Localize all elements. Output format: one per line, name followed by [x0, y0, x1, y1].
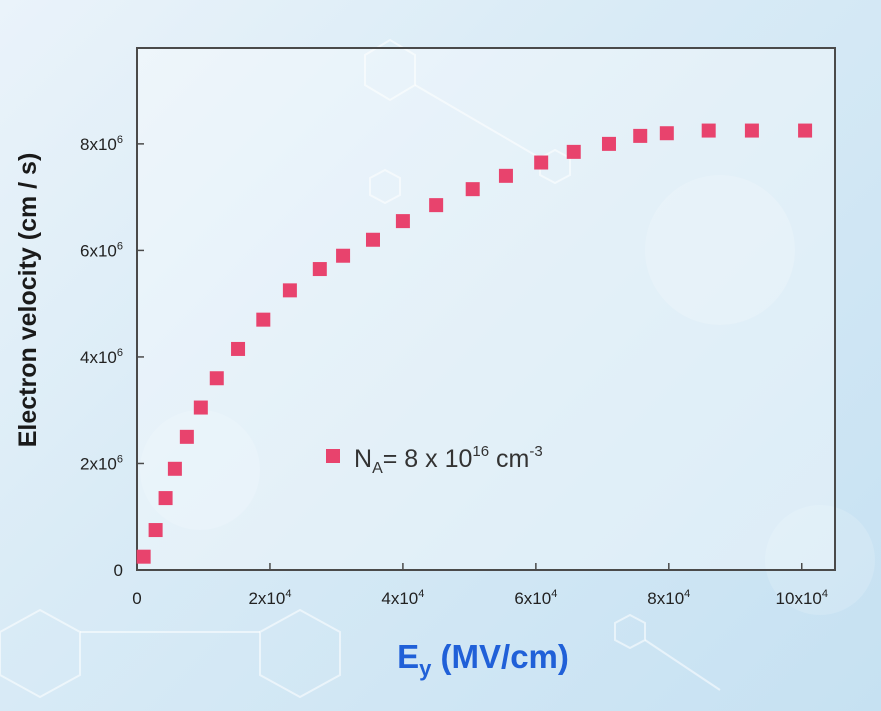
data-point	[601, 136, 616, 151]
data-point	[798, 123, 813, 138]
plot-area	[136, 47, 836, 571]
y-tick-label: 0	[114, 561, 123, 580]
data-point	[336, 248, 351, 263]
data-series	[136, 123, 813, 564]
data-point	[179, 429, 194, 444]
y-axis-ticks: 0 2x106 4x106 6x106 8x106	[80, 134, 144, 580]
data-point	[566, 144, 581, 159]
bubble-decoration	[765, 505, 875, 615]
hexagon-decoration	[614, 613, 646, 650]
x-tick-label: 6x104	[514, 588, 557, 608]
data-point	[465, 182, 480, 197]
data-point	[231, 341, 246, 356]
bubble-decoration	[645, 175, 795, 325]
data-point	[498, 168, 513, 183]
data-point	[633, 128, 648, 143]
data-point	[534, 155, 549, 170]
data-point	[365, 232, 380, 247]
legend-label: NA= 8 x 1016 cm-3	[354, 443, 543, 477]
x-axis-label: Ey (MV/cm)	[397, 638, 569, 681]
y-axis-label: Electron velocity (cm / s)	[14, 153, 42, 448]
data-point	[312, 262, 327, 277]
x-tick-label: 8x104	[647, 588, 690, 608]
data-point	[136, 549, 151, 564]
y-tick-label: 6x106	[80, 240, 123, 260]
data-point	[167, 461, 182, 476]
y-tick-label: 8x106	[80, 134, 123, 154]
legend-marker	[326, 449, 340, 463]
y-tick-label: 4x106	[80, 347, 123, 367]
x-tick-label: 10x104	[776, 588, 828, 608]
legend: NA= 8 x 1016 cm-3	[326, 443, 543, 477]
data-point	[193, 400, 208, 415]
x-tick-label: 2x104	[248, 588, 291, 608]
data-point	[256, 312, 271, 327]
x-axis-ticks: 0 2x104 4x104 6x104 8x104 10x104	[132, 563, 828, 608]
data-point	[158, 491, 173, 506]
data-point	[395, 214, 410, 229]
y-tick-label: 2x106	[80, 453, 123, 473]
data-point	[429, 198, 444, 213]
data-point	[282, 283, 297, 298]
x-tick-label: 4x104	[381, 588, 424, 608]
data-point	[659, 126, 674, 141]
x-tick-label: 0	[132, 589, 141, 608]
data-point	[701, 123, 716, 138]
hexagon-decoration	[364, 38, 416, 102]
data-point	[209, 371, 224, 386]
data-point	[148, 523, 163, 538]
data-point	[744, 123, 759, 138]
hexagon-decoration	[369, 168, 401, 205]
